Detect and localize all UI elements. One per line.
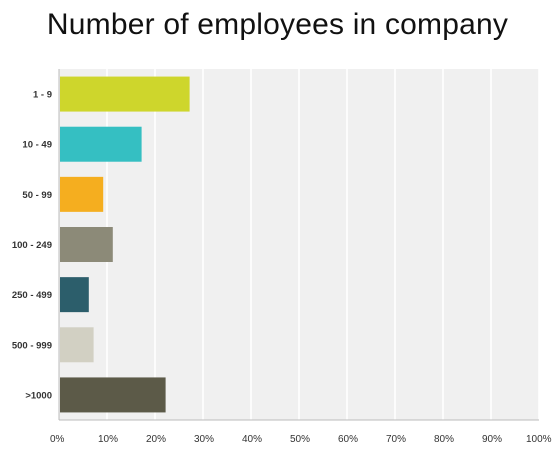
x-tick-label: 30% [194,434,214,445]
x-tick-label: 10% [98,434,118,445]
bar [60,227,113,262]
x-tick-label: 50% [290,434,310,445]
category-label: 50 - 99 [22,190,52,201]
category-label: >1000 [25,390,52,401]
category-label: 500 - 999 [12,340,52,351]
bar [60,277,89,313]
category-label: 100 - 249 [12,240,52,251]
x-tick-label: 40% [242,434,262,445]
x-tick-label: 70% [386,434,406,445]
category-label: 1 - 9 [33,90,52,101]
x-tick-label: 60% [338,434,358,445]
bar [60,377,166,413]
grid-lines [106,69,540,420]
bars [60,76,190,413]
bar [60,76,190,112]
chart-title: Number of employees in company [46,8,509,41]
category-label: 10 - 49 [22,140,52,151]
x-tick-label: 80% [434,434,454,445]
x-tick-label: 90% [482,434,502,445]
category-label: 250 - 499 [12,290,52,301]
bar [60,126,142,162]
x-tick-label: 100% [526,434,552,445]
x-tick-labels: 0% 10% 20% 30% 40% 50% 60% 70% 80% 90% 100% [50,434,552,445]
bar [60,176,104,212]
x-tick-label: 20% [146,434,166,445]
bar [60,327,94,363]
category-labels: 1 - 9 10 - 49 50 - 99 100 - 249 250 - 499 500… [12,90,52,402]
x-tick-label: 0% [50,434,65,445]
